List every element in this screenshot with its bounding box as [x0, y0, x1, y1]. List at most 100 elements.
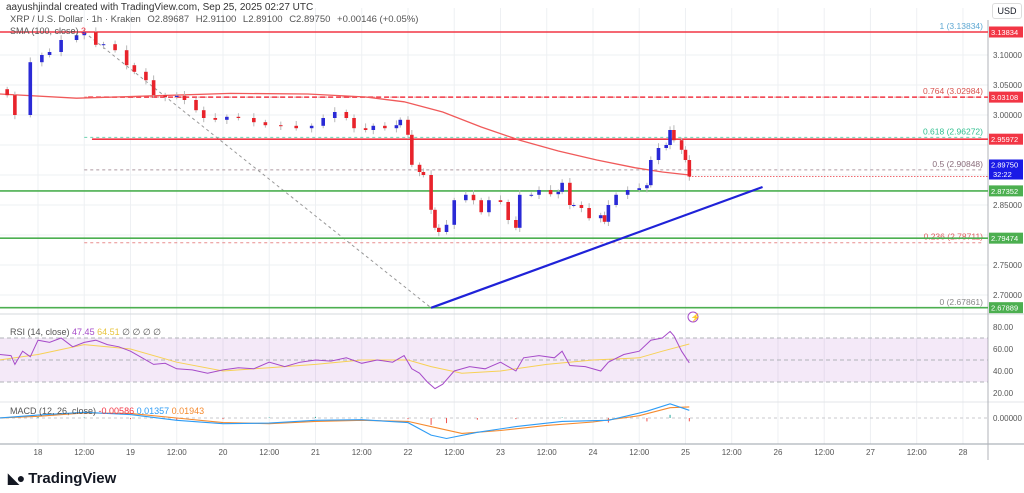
time-tick-label: 21	[311, 448, 320, 457]
macd-tick-label: 0.00000	[993, 414, 1022, 423]
candle-up	[332, 112, 337, 118]
candle-down	[406, 119, 410, 135]
macd-signal-value: 0.01943	[171, 406, 205, 416]
symbol-title[interactable]: XRP / U.S. Dollar · 1h · Kraken	[10, 14, 141, 25]
candle-down	[433, 209, 437, 228]
time-tick-label: 18	[34, 448, 43, 457]
currency-button[interactable]: USD	[992, 3, 1022, 19]
macd-value: 0.01357	[136, 406, 170, 416]
time-tick-label: 12:00	[629, 448, 650, 457]
price-tick-label: 2.85000	[993, 201, 1022, 210]
candle-down	[383, 125, 387, 129]
time-tick-label: 19	[126, 448, 135, 457]
price-tag	[989, 26, 1023, 38]
candle-up	[668, 130, 672, 145]
candle-up	[452, 200, 457, 225]
macd-line	[0, 403, 690, 440]
price-tick-label: 3.05000	[993, 81, 1022, 90]
candle-down	[417, 164, 422, 172]
candle-up	[517, 194, 522, 228]
candle-up	[371, 125, 376, 130]
candle-up	[321, 118, 325, 126]
flash-icon	[687, 311, 699, 323]
candle-down	[687, 160, 692, 177]
time-tick-label: 12:00	[74, 448, 95, 457]
created-by-text: aayushjindal created with TradingView.co…	[6, 2, 314, 13]
time-tick-label: 28	[959, 448, 968, 457]
fib-level-label: 0 (2.67861)	[940, 297, 984, 307]
price-tag-label: 3.03108	[991, 93, 1018, 102]
candle-up	[556, 191, 561, 195]
price-tag	[989, 185, 1023, 197]
candle-down	[683, 149, 688, 160]
price-tick-label: 3.00000	[993, 111, 1022, 120]
candle-down	[163, 95, 167, 97]
candle-up	[309, 125, 314, 129]
candle-down	[437, 227, 441, 232]
candle-down	[352, 118, 356, 129]
flash-icon-glyph: ⚡	[691, 312, 701, 322]
candle-down	[94, 32, 98, 45]
candle-down	[151, 80, 156, 96]
candle-up	[606, 205, 611, 222]
price-tick-label: 2.75000	[993, 261, 1022, 270]
price-change: +0.00146 (+0.05%)	[337, 14, 419, 25]
price-tag-label: 2.95972	[991, 135, 1018, 144]
candle-up	[398, 119, 403, 126]
price-tag	[989, 91, 1023, 103]
time-tick-label: 12:00	[537, 448, 558, 457]
candle-down	[363, 128, 368, 130]
candle-up	[59, 40, 63, 52]
time-tick-label: 12:00	[167, 448, 188, 457]
candle-up	[487, 200, 491, 213]
candle-down	[132, 65, 137, 72]
price-tag	[989, 133, 1023, 145]
rsi-legend[interactable]: RSI (14, close) 47.45 64.51 ∅ ∅ ∅ ∅	[10, 327, 161, 338]
fib-level-label: 0.236 (2.78711)	[924, 232, 984, 242]
candle-up	[394, 125, 399, 129]
time-tick-label: 12:00	[259, 448, 280, 457]
candle-down	[506, 202, 510, 220]
candle-up	[537, 190, 541, 195]
candle-down	[279, 125, 283, 127]
candle-down	[113, 44, 117, 51]
ohlc-open: O2.89687	[147, 14, 190, 25]
candle-down	[514, 220, 518, 228]
support-trendline	[430, 185, 763, 309]
candle-up	[463, 194, 468, 201]
rsi-ma-value: 64.51	[97, 327, 120, 337]
tradingview-logo[interactable]: ◣● TradingView	[8, 470, 116, 487]
candle-down	[182, 95, 187, 100]
candle-down	[479, 200, 484, 213]
sma-legend[interactable]: SMA (100, close) 3	[10, 26, 86, 36]
time-tick-label: 20	[219, 448, 228, 457]
candle-down	[421, 172, 426, 175]
ohlc-high: H2.91100	[195, 14, 237, 25]
candle-down	[344, 112, 349, 118]
candle-down	[498, 200, 503, 202]
time-tick-label: 12:00	[814, 448, 835, 457]
rsi-value: 47.45	[72, 327, 95, 337]
rsi-extra: ∅ ∅ ∅ ∅	[122, 327, 162, 337]
candle-down	[124, 50, 129, 66]
candle-down	[263, 122, 268, 126]
candle-up	[47, 52, 52, 55]
candle-up	[637, 188, 642, 190]
ohlc-low: L2.89100	[242, 14, 283, 25]
time-tick-label: 12:00	[907, 448, 928, 457]
candle-up	[529, 194, 534, 196]
countdown-label: 32:22	[993, 170, 1012, 179]
macd-legend[interactable]: MACD (12, 26, close) -0.00586 0.01357 0.…	[10, 406, 204, 416]
candle-down	[587, 208, 591, 219]
fib-level-label: 0.618 (2.96272)	[923, 126, 983, 136]
macd-hist-value: -0.00586	[98, 406, 135, 416]
candle-up	[571, 205, 576, 206]
rsi-label: RSI (14, close)	[10, 327, 70, 337]
price-tag-label: 2.87352	[991, 187, 1018, 196]
price-tag-label: 3.13834	[991, 28, 1018, 37]
rsi-tick-label: 40.00	[993, 367, 1014, 376]
candle-up	[614, 194, 618, 205]
time-tick-label: 23	[496, 448, 505, 457]
candle-up	[40, 55, 44, 63]
